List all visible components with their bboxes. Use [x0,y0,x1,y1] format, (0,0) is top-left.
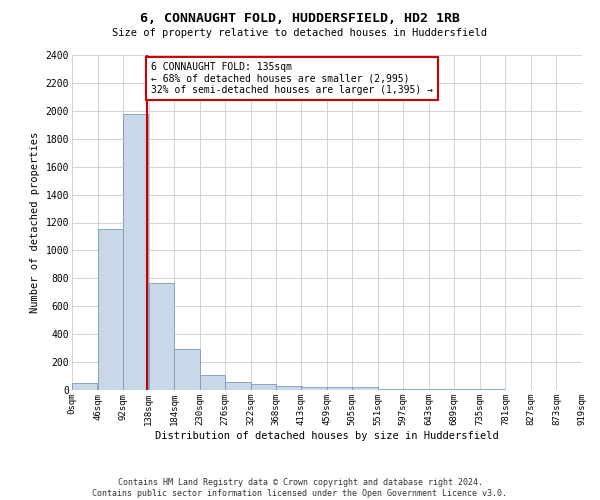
Bar [277,386,302,390]
Bar [327,386,352,390]
Bar [72,383,97,390]
Bar [378,388,403,390]
Bar [251,384,276,390]
Bar [174,349,199,390]
Bar [149,282,174,390]
X-axis label: Distribution of detached houses by size in Huddersfield: Distribution of detached houses by size … [155,430,499,440]
Bar [301,387,326,390]
Text: Size of property relative to detached houses in Huddersfield: Size of property relative to detached ho… [113,28,487,38]
Text: 6 CONNAUGHT FOLD: 135sqm
← 68% of detached houses are smaller (2,995)
32% of sem: 6 CONNAUGHT FOLD: 135sqm ← 68% of detach… [151,62,433,95]
Bar [352,388,377,390]
Text: Contains HM Land Registry data © Crown copyright and database right 2024.
Contai: Contains HM Land Registry data © Crown c… [92,478,508,498]
Bar [403,389,428,390]
Bar [226,382,251,390]
Bar [98,230,123,390]
Bar [123,114,148,390]
Y-axis label: Number of detached properties: Number of detached properties [30,132,40,313]
Text: 6, CONNAUGHT FOLD, HUDDERSFIELD, HD2 1RB: 6, CONNAUGHT FOLD, HUDDERSFIELD, HD2 1RB [140,12,460,26]
Bar [200,374,225,390]
